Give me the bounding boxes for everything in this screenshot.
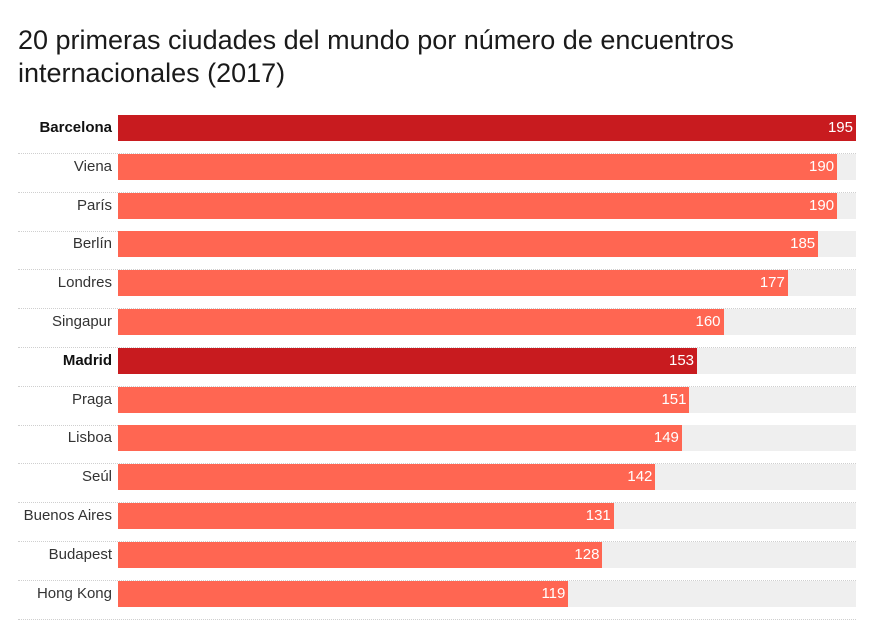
bar-track: 149: [118, 425, 856, 452]
category-label: Buenos Aires: [23, 507, 112, 524]
bar: 185: [118, 231, 819, 258]
bar-track: 160: [118, 309, 856, 335]
bar-row: Madrid 153: [18, 347, 856, 387]
bar-row: Praga 151: [18, 386, 856, 426]
bar-row: Berlín 185: [18, 231, 856, 271]
bar-value-label: 142: [627, 468, 653, 486]
bar: 190: [118, 192, 838, 219]
category-label: París: [76, 196, 112, 214]
bar-value-label: 153: [669, 351, 695, 369]
bar-track: 153: [118, 347, 856, 374]
bar-track: 128: [118, 541, 856, 568]
bar-value-label: 160: [695, 313, 721, 330]
bar-track: 190: [118, 192, 856, 219]
bar-value-label: 185: [790, 235, 816, 253]
bar-track: 185: [118, 231, 856, 258]
category-label: Viena: [73, 157, 112, 175]
category-label: Singapur: [51, 313, 112, 330]
bar-track: 119: [118, 580, 856, 607]
bar-row: Budapest 128: [18, 541, 856, 581]
category-label: Lisboa: [67, 429, 112, 447]
bar-value-label: 128: [574, 545, 600, 563]
category-label: Berlín: [72, 235, 112, 253]
bar-row: Barcelona 195: [18, 115, 856, 154]
bar: 160: [118, 309, 724, 335]
bar-value-label: 190: [809, 196, 835, 214]
bar: 131: [118, 503, 614, 529]
bar-track: 142: [118, 464, 856, 491]
bar: 151: [118, 386, 690, 413]
bar: 195: [118, 115, 856, 141]
bar-row: Viena 190: [18, 153, 856, 193]
category-label: Seúl: [81, 468, 112, 486]
bar: 153: [118, 347, 698, 374]
bar: 177: [118, 270, 788, 297]
bar-row: Hong Kong 119: [18, 580, 856, 620]
bar: 128: [118, 541, 603, 568]
bar-row: Singapur 160: [18, 309, 856, 348]
bar-track: 195: [118, 115, 856, 141]
bar-track: 131: [118, 503, 856, 529]
bar: 142: [118, 464, 656, 491]
bar-row: Lisboa 149: [18, 425, 856, 465]
bar: 119: [118, 580, 569, 607]
category-label: Barcelona: [39, 119, 112, 136]
category-label: Hong Kong: [36, 584, 112, 602]
bar-value-label: 177: [759, 274, 785, 292]
bar-value-label: 149: [653, 429, 679, 447]
bar-row: Buenos Aires 131: [18, 503, 856, 542]
bar-value-label: 119: [541, 584, 566, 602]
bar-value-label: 195: [827, 119, 853, 136]
bar-value-label: 190: [809, 157, 835, 175]
bar-row: Seúl 142: [18, 464, 856, 504]
category-label: Praga: [71, 390, 112, 408]
bar-track: 177: [118, 270, 856, 297]
bar: 190: [118, 153, 838, 180]
bar: 149: [118, 425, 682, 452]
bar-track: 151: [118, 386, 856, 413]
bar-row: Londres 177: [18, 270, 856, 310]
category-label: Budapest: [48, 545, 112, 563]
bar-row: París 190: [18, 192, 856, 232]
category-label: Londres: [57, 274, 112, 292]
bar-value-label: 131: [585, 507, 611, 524]
bar-value-label: 151: [661, 390, 687, 408]
bar-track: 190: [118, 153, 856, 180]
chart-title: 20 primeras ciudades del mundo por númer…: [18, 25, 734, 88]
category-label: Madrid: [62, 351, 112, 369]
